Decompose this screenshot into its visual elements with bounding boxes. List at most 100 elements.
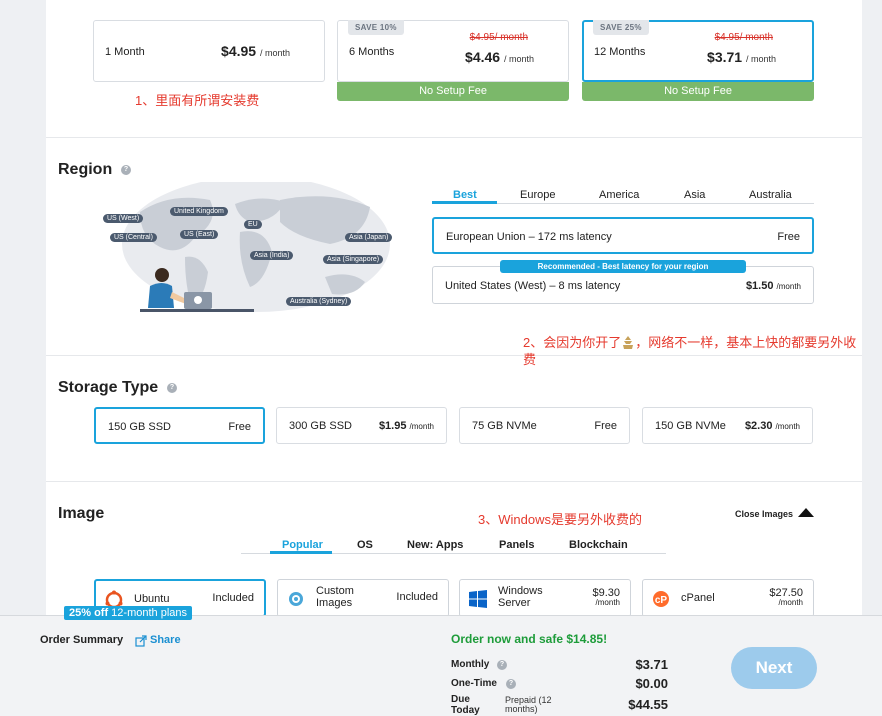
map-label: US (West)	[103, 214, 144, 223]
map-label: United Kingdom	[170, 207, 228, 216]
person-arm	[170, 292, 188, 304]
image-option-windows[interactable]: Windows Server $9.30/month	[459, 579, 631, 617]
term-label: 1 Month	[105, 46, 145, 58]
storage-price: $1.95 /month	[378, 420, 434, 432]
image-price: Included	[212, 592, 254, 604]
annotation-note-3: 3、Windows是要另外收费的	[478, 512, 642, 527]
region-name: European Union – 172 ms latency	[446, 231, 612, 243]
image-tab-popular[interactable]: Popular	[282, 539, 323, 551]
share-link[interactable]: Share	[150, 634, 181, 646]
image-tab-blockchain[interactable]: Blockchain	[569, 539, 628, 551]
image-option-custom[interactable]: Custom Images Included	[277, 579, 449, 617]
region-tab-best[interactable]: Best	[453, 189, 477, 201]
triangle-up-icon[interactable]	[798, 507, 814, 517]
save-badge: SAVE 10%	[348, 20, 404, 35]
storage-option-150-nvme[interactable]: 150 GB NVMe $2.30 /month	[642, 407, 813, 444]
storage-price: $2.30 /month	[744, 420, 800, 432]
map-label: Australia (Sydney)	[286, 297, 352, 306]
svg-text:cP: cP	[655, 595, 668, 606]
due-today-value: $44.55	[628, 697, 668, 712]
image-tab-panels[interactable]: Panels	[499, 539, 535, 551]
region-tab-america[interactable]: America	[599, 189, 640, 201]
region-price: $1.50 /month	[745, 280, 801, 292]
no-setup-fee-banner: No Setup Fee	[582, 82, 814, 101]
storage-title: Storage Type	[58, 379, 159, 396]
windows-icon	[469, 590, 487, 608]
close-images-link[interactable]: Close Images	[735, 509, 794, 519]
region-tab-asia[interactable]: Asia	[684, 189, 706, 201]
person-head	[155, 268, 169, 282]
region-tab-australia[interactable]: Australia	[749, 189, 792, 201]
map-australia	[325, 274, 365, 295]
laptop-logo	[194, 296, 202, 304]
storage-name: 75 GB NVMe	[472, 420, 537, 432]
region-option-eu[interactable]: European Union – 172 ms latency Free	[432, 217, 814, 254]
term-12-months[interactable]: SAVE 25% 12 Months $4.95/ month $3.71 / …	[582, 20, 814, 82]
one-time-label: One-Time	[451, 678, 497, 689]
storage-price: Free	[594, 420, 617, 432]
pagoda-emoji-icon	[622, 336, 634, 349]
storage-name: 150 GB SSD	[108, 421, 171, 433]
one-time-value: $0.00	[635, 676, 668, 691]
term-label: 12 Months	[594, 46, 646, 58]
term-label: 6 Months	[349, 46, 395, 58]
image-price: $9.30/month	[592, 587, 620, 608]
storage-option-300-ssd[interactable]: 300 GB SSD $1.95 /month	[276, 407, 447, 444]
help-icon[interactable]: ?	[121, 165, 131, 175]
monthly-value: $3.71	[635, 657, 668, 672]
region-price: Free	[777, 231, 800, 243]
person-body	[148, 283, 174, 308]
image-tab-indicator	[270, 551, 332, 554]
map-label: Asia (Singapore)	[323, 255, 384, 264]
share-icon[interactable]	[135, 634, 147, 647]
old-price: $4.95/ month	[469, 32, 528, 43]
image-price: $27.50/month	[769, 587, 803, 608]
term-6-months[interactable]: SAVE 10% 6 Months $4.95/ month $4.46 / m…	[337, 20, 569, 82]
map-label: US (Central)	[110, 233, 157, 242]
due-today-label: Due Today	[451, 694, 480, 716]
region-tabs-rule	[432, 203, 814, 204]
region-tab-indicator	[432, 201, 497, 204]
old-price: $4.95/ month	[714, 32, 773, 43]
help-icon[interactable]: ?	[167, 383, 177, 393]
storage-option-75-nvme[interactable]: 75 GB NVMe Free	[459, 407, 630, 444]
image-title: Image	[58, 505, 105, 522]
storage-option-150-ssd[interactable]: 150 GB SSD Free	[94, 407, 265, 444]
desk	[140, 309, 254, 312]
storage-name: 150 GB NVMe	[655, 420, 726, 432]
image-tab-os[interactable]: OS	[357, 539, 373, 551]
order-summary-title: Order Summary	[40, 634, 124, 646]
promo-badge: 25% off 12-month plans	[64, 606, 193, 620]
image-name: cPanel	[681, 592, 715, 604]
cpanel-icon: cP	[653, 591, 669, 607]
section-divider	[46, 137, 862, 138]
region-tab-europe[interactable]: Europe	[520, 189, 556, 201]
region-name: United States (West) – 8 ms latency	[445, 280, 621, 292]
image-price: Included	[396, 591, 438, 603]
image-tab-new-apps[interactable]: New: Apps	[407, 539, 464, 551]
map-label: EU	[244, 220, 262, 229]
map-asia	[280, 196, 370, 244]
image-option-cpanel[interactable]: cP cPanel $27.50/month	[642, 579, 814, 617]
map-label: Asia (India)	[250, 251, 294, 260]
term-1-month[interactable]: 1 Month $4.95 / month	[93, 20, 325, 82]
term-price: $4.46 / month	[465, 49, 534, 65]
map-europe	[235, 198, 285, 222]
storage-price: Free	[228, 421, 251, 433]
next-button[interactable]: Next	[731, 647, 817, 689]
no-setup-fee-banner: No Setup Fee	[337, 82, 569, 101]
map-label: US (East)	[180, 230, 219, 239]
image-name: Custom Images	[316, 585, 354, 609]
image-name: Windows Server	[498, 585, 543, 609]
annotation-note-2: 2、会因为你开了 ，网络不一样，基本上快的都要另外收费	[523, 335, 857, 367]
order-savings-headline: Order now and safe $14.85!	[451, 632, 608, 646]
prepaid-note: Prepaid (12 months)	[505, 695, 552, 714]
storage-name: 300 GB SSD	[289, 420, 352, 432]
custom-image-icon	[289, 592, 303, 606]
term-price: $4.95 / month	[221, 43, 290, 59]
region-title: Region	[58, 161, 113, 178]
help-icon[interactable]: ?	[497, 660, 507, 670]
help-icon[interactable]: ?	[506, 679, 516, 689]
annotation-note-1: 1、里面有所谓安装费	[135, 93, 260, 108]
image-tabs-rule	[241, 553, 666, 554]
